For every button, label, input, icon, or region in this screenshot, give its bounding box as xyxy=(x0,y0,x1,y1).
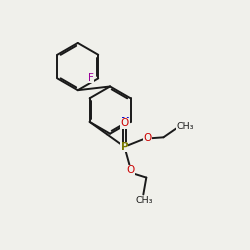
Text: O: O xyxy=(126,165,134,175)
Text: CH₃: CH₃ xyxy=(136,196,153,205)
Text: O: O xyxy=(120,118,128,128)
Text: P: P xyxy=(120,142,128,152)
Text: F: F xyxy=(88,73,94,83)
Text: CH₃: CH₃ xyxy=(176,122,194,131)
Text: N: N xyxy=(121,117,130,127)
Text: O: O xyxy=(144,133,152,143)
